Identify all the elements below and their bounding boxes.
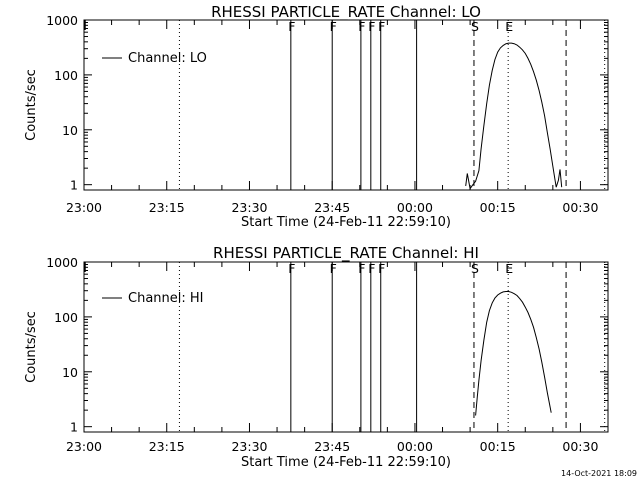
panel-hi-y-tick-label: 100 (54, 310, 78, 325)
panel-hi-x-tick-label: 23:00 (66, 439, 102, 454)
panel-hi-marker-label: S (471, 261, 479, 276)
panel-lo-marker-label: F (288, 19, 295, 34)
panel-hi-title: RHESSI PARTICLE_RATE Channel: HI (213, 244, 479, 263)
panel-hi-x-tick-label: 00:15 (480, 439, 516, 454)
panel-lo-x-tick-label: 23:15 (149, 200, 185, 215)
panel-hi-x-tick-label: 23:30 (231, 439, 267, 454)
panel-lo-title: RHESSI PARTICLE_RATE Channel: LO (211, 3, 481, 22)
panel-lo-plot-frame (83, 19, 609, 191)
panel-hi-y-tick-label: 10 (62, 365, 78, 380)
panel-lo-y-tick-label: 1000 (46, 13, 78, 28)
panel-hi-marker-label: F (368, 261, 375, 276)
panel-lo-marker-label: F (378, 19, 385, 34)
panel-hi-marker-label: F (378, 261, 385, 276)
panel-hi-marker-label: F (288, 261, 295, 276)
panel-lo-marker-label: F (330, 19, 337, 34)
panel-hi-marker-label: E (505, 261, 513, 276)
panel-lo-marker-label: F (368, 19, 375, 34)
panel-hi-y-axis-label: Counts/sec (24, 311, 39, 383)
panel-hi-legend-label: Channel: HI (128, 291, 204, 306)
panel-lo-x-axis-label: Start Time (24-Feb-11 22:59:10) (241, 215, 451, 230)
panel-lo-series-line (465, 42, 563, 190)
footer-timestamp: 14-Oct-2021 18:09 (561, 469, 637, 478)
panel-hi-marker-label: F (330, 261, 337, 276)
panel-hi-y-tick-label: 1000 (46, 255, 78, 270)
panel-lo-y-tick-label: 1 (70, 178, 78, 193)
panel-lo-x-tick-label: 00:00 (397, 200, 433, 215)
panel-lo-x-tick-label: 00:15 (480, 200, 516, 215)
panel-hi-x-tick-label: 23:45 (314, 439, 350, 454)
panel-lo-marker-label: E (505, 19, 513, 34)
panel-hi-y-tick-label: 1 (70, 420, 78, 435)
panel-hi-x-tick-label: 00:00 (397, 439, 433, 454)
panel-lo-y-tick-label: 10 (62, 123, 78, 138)
panel-hi-x-tick-label: 00:30 (562, 439, 598, 454)
panel-lo-legend-label: Channel: LO (128, 51, 207, 66)
panel-hi-series-line (475, 291, 552, 416)
panel-lo-x-tick-label: 23:00 (66, 200, 102, 215)
panel-lo-x-tick-label: 23:30 (231, 200, 267, 215)
panel-lo-y-tick-label: 100 (54, 68, 78, 83)
panel-lo-marker-label: F (358, 19, 365, 34)
panel-lo-marker-label: S (471, 19, 479, 34)
panel-lo-y-axis-label: Counts/sec (24, 69, 39, 141)
panel-hi-plot-frame (83, 261, 609, 433)
panel-hi-x-tick-label: 23:15 (149, 439, 185, 454)
panel-lo-x-tick-label: 23:45 (314, 200, 350, 215)
panel-hi-marker-label: F (358, 261, 365, 276)
panel-hi-x-axis-label: Start Time (24-Feb-11 22:59:10) (241, 455, 451, 470)
panel-lo-x-tick-label: 00:30 (562, 200, 598, 215)
